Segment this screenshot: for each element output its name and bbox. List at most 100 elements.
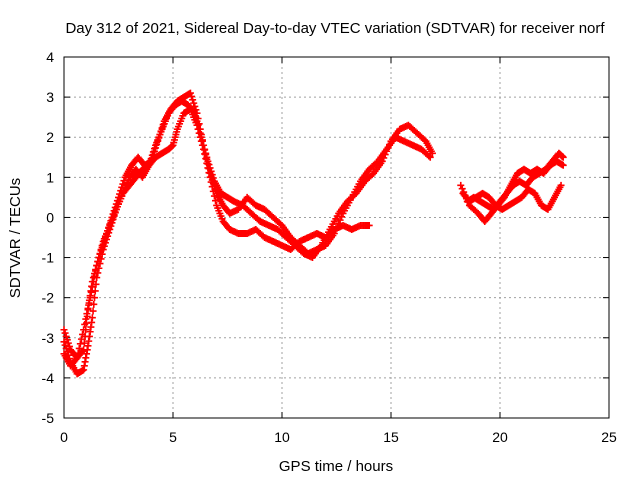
data-point — [148, 151, 156, 159]
data-point — [63, 336, 71, 344]
y-tick-label: -2 — [42, 290, 55, 306]
data-point — [188, 92, 196, 100]
x-tick-label: 15 — [383, 429, 399, 445]
data-point — [75, 344, 83, 352]
data-point — [557, 181, 565, 189]
data-point — [380, 154, 388, 162]
data-point — [203, 153, 211, 161]
data-point — [202, 149, 210, 157]
data-point — [208, 171, 216, 179]
data-point — [192, 113, 200, 121]
data-point — [559, 153, 567, 161]
y-tick-label: -1 — [42, 250, 55, 266]
data-point — [205, 161, 213, 169]
grid-lines — [64, 57, 609, 418]
data-point — [383, 147, 391, 155]
data-point — [330, 229, 338, 237]
data-point — [88, 283, 96, 291]
data-point — [145, 161, 153, 169]
series-track-f — [459, 181, 565, 213]
x-tick-label: 20 — [492, 429, 508, 445]
data-point — [204, 157, 212, 165]
data-point — [81, 320, 89, 328]
data-point — [92, 267, 100, 275]
data-point — [77, 335, 85, 343]
x-tick-label: 5 — [169, 429, 177, 445]
y-tick-label: 4 — [46, 49, 54, 65]
chart-title: Day 312 of 2021, Sidereal Day-to-day VTE… — [65, 20, 605, 37]
data-point — [96, 250, 104, 258]
y-tick-label: 1 — [46, 169, 54, 185]
data-point — [80, 326, 88, 334]
data-point — [88, 314, 96, 322]
data-point — [94, 258, 102, 266]
data-point — [195, 125, 203, 133]
axis-ticks: 0 5 10 15 20 25 -5 -4 -3 -2 -1 0 1 2 3 4 — [42, 49, 617, 445]
data-points — [60, 89, 567, 378]
data-point — [79, 330, 87, 338]
data-point — [82, 315, 90, 323]
series-track-c — [60, 97, 436, 370]
data-point — [196, 129, 204, 137]
data-point — [146, 158, 154, 166]
data-point — [97, 246, 105, 254]
data-point — [72, 355, 80, 363]
data-point — [87, 288, 95, 296]
data-point — [386, 141, 394, 149]
data-point — [98, 242, 106, 250]
data-point — [89, 278, 97, 286]
y-tick-label: 3 — [46, 89, 54, 105]
y-tick-label: 0 — [46, 209, 54, 225]
y-tick-label: -3 — [42, 330, 55, 346]
data-point — [190, 108, 198, 116]
data-point — [193, 117, 201, 125]
data-point — [61, 329, 69, 337]
x-tick-label: 10 — [274, 429, 290, 445]
data-point — [89, 307, 97, 315]
x-axis-label: GPS time / hours — [279, 458, 393, 475]
data-point — [457, 181, 465, 189]
data-point — [73, 354, 81, 362]
plot-frame — [63, 56, 610, 419]
data-point — [80, 346, 88, 354]
data-point — [365, 221, 373, 229]
data-point — [95, 254, 103, 262]
data-point — [381, 151, 389, 159]
data-point — [336, 216, 344, 224]
data-point — [91, 272, 99, 280]
y-tick-label: 2 — [46, 129, 54, 145]
y-tick-label: -4 — [42, 370, 55, 386]
data-point — [60, 326, 68, 334]
data-point — [197, 133, 205, 141]
data-point — [93, 262, 101, 270]
data-point — [86, 294, 94, 302]
data-point — [83, 310, 91, 318]
y-axis-label: SDTVAR / TECUs — [7, 178, 24, 298]
data-point — [147, 155, 155, 163]
data-point — [207, 167, 215, 175]
data-point — [190, 99, 198, 107]
data-point — [85, 299, 93, 307]
y-tick-label: -5 — [42, 410, 55, 426]
data-point — [209, 174, 217, 182]
data-point — [119, 180, 127, 188]
data-point — [149, 148, 157, 156]
data-point — [200, 141, 208, 149]
data-point — [150, 145, 158, 153]
data-point — [428, 149, 436, 157]
data-point — [384, 144, 392, 152]
data-point — [201, 145, 209, 153]
x-tick-label: 0 — [60, 429, 68, 445]
data-point — [64, 339, 72, 347]
data-point — [186, 89, 194, 97]
data-point — [76, 340, 84, 348]
x-tick-label: 25 — [601, 429, 617, 445]
data-point — [74, 349, 82, 357]
data-point — [62, 332, 70, 340]
data-point — [189, 96, 197, 104]
series-track-b — [60, 89, 434, 362]
data-point — [378, 157, 386, 165]
data-point — [194, 121, 202, 129]
data-point — [191, 109, 199, 117]
